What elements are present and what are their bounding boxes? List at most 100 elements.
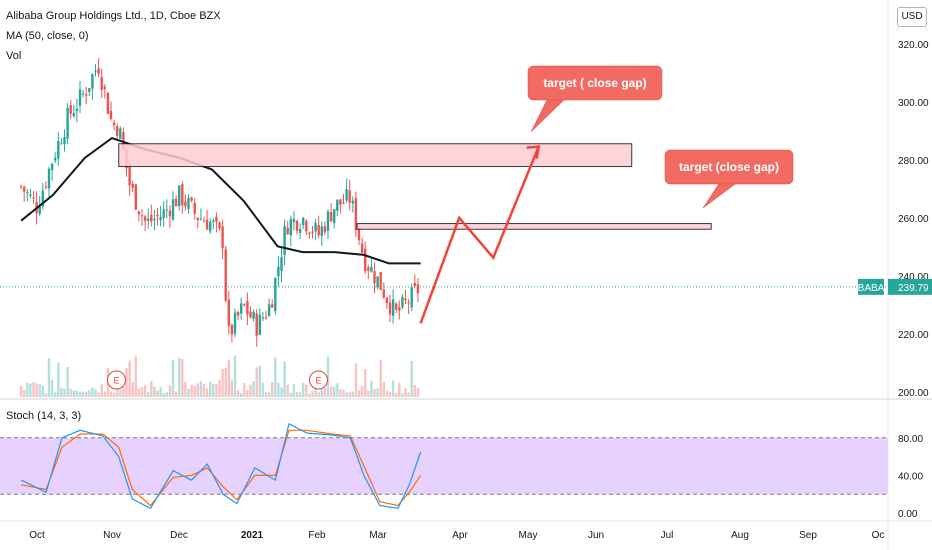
volume-bar: [119, 389, 122, 397]
volume-bar: [286, 384, 289, 397]
candle: [246, 292, 249, 326]
volume-bar: [75, 390, 79, 397]
volume-bar: [317, 392, 320, 397]
volume-bar: [413, 385, 417, 397]
candle: [184, 194, 187, 211]
candle: [147, 208, 150, 229]
candle: [205, 209, 209, 230]
volume-bar: [72, 390, 76, 397]
volume-bar: [367, 390, 370, 397]
volume-bar: [168, 385, 172, 397]
candle: [233, 308, 237, 338]
volume-bar: [165, 392, 169, 397]
candle: [249, 306, 252, 319]
volume-bar: [314, 385, 317, 397]
volume-bar: [376, 388, 379, 397]
candle: [376, 276, 379, 290]
volume-bar: [57, 362, 60, 397]
candle: [404, 289, 407, 305]
volume-bar: [398, 382, 401, 397]
volume-bar: [97, 392, 100, 397]
price-tick-label: 260.00: [898, 214, 929, 225]
volume-bar: [140, 386, 144, 397]
volume-bar: [311, 391, 314, 397]
volume-bar: [122, 386, 125, 397]
volume-bar: [218, 380, 221, 397]
volume-bar: [171, 359, 175, 397]
candle: [236, 310, 240, 321]
candle: [280, 247, 283, 283]
candle: [410, 283, 413, 312]
volume-bar: [308, 393, 311, 397]
candle: [283, 219, 286, 266]
volume-bar: [329, 386, 333, 397]
volume-bar: [109, 391, 113, 397]
candle: [227, 290, 231, 334]
volume-bar: [181, 359, 184, 397]
volume-bar: [295, 391, 299, 397]
volume-bar: [407, 392, 410, 397]
candle: [78, 80, 82, 114]
volume-bar: [209, 381, 212, 397]
time-tick-label: 2021: [241, 530, 264, 541]
candle: [289, 215, 293, 247]
candle: [339, 199, 342, 214]
ma-line: [20, 136, 421, 265]
candle: [63, 129, 66, 152]
projection-path: [419, 146, 540, 324]
gap-zone-2: [356, 223, 712, 230]
candle: [193, 198, 196, 220]
candle: [153, 210, 156, 231]
price-tick-label: 320.00: [898, 40, 929, 51]
candle: [109, 101, 113, 121]
volume-bar: [150, 381, 153, 397]
volume-bar: [41, 385, 45, 397]
volume-bar: [333, 386, 336, 397]
volume-bar: [370, 380, 373, 397]
price-tick-label: 200.00: [898, 388, 929, 399]
candle: [308, 231, 311, 239]
candle: [243, 303, 246, 307]
candle: [333, 209, 336, 229]
time-tick-label: Dec: [170, 530, 188, 541]
volume-bar: [382, 381, 386, 397]
volume-bar: [162, 393, 165, 397]
volume-bar: [261, 382, 265, 397]
stoch-k-line: [20, 422, 422, 510]
candle: [286, 220, 289, 235]
candle: [292, 211, 296, 231]
volume-bar: [153, 386, 156, 397]
candle: [134, 183, 138, 211]
volume-bar: [196, 383, 200, 397]
volume-bar: [193, 385, 196, 397]
candle: [143, 215, 147, 232]
candle: [212, 217, 215, 230]
candle: [252, 309, 255, 322]
candle: [50, 162, 54, 181]
volume-bar: [395, 392, 398, 397]
candle: [187, 194, 190, 214]
volume-bar: [137, 388, 141, 397]
candle: [91, 73, 94, 100]
volume-bar: [91, 387, 94, 397]
volume-bar: [147, 391, 150, 397]
volume-bar: [143, 385, 147, 397]
candle: [398, 300, 401, 320]
volume-bar: [339, 389, 342, 397]
candle: [32, 191, 35, 204]
volume-bar: [351, 391, 355, 397]
volume-bar: [283, 361, 286, 397]
currency-button[interactable]: USD: [897, 7, 927, 27]
candle: [360, 237, 364, 256]
candle: [171, 191, 175, 222]
candle: [370, 257, 373, 273]
volume-bar: [184, 381, 187, 397]
volume-bar: [54, 392, 57, 397]
candle: [311, 226, 314, 239]
volume-bar: [128, 360, 131, 397]
projection-arrowhead: [526, 145, 541, 159]
stoch-band: [0, 437, 888, 495]
volume-bar: [249, 384, 252, 397]
volume-bar: [416, 387, 420, 397]
